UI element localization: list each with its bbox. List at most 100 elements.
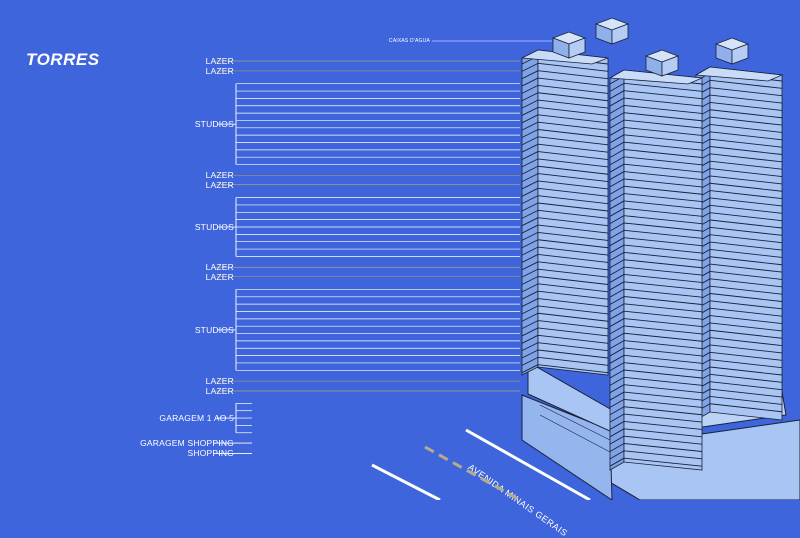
floor-slab [709, 79, 783, 89]
floor-slab [609, 163, 625, 173]
floor-slab [709, 212, 783, 222]
floor-slab [709, 182, 783, 192]
floor-slab [609, 274, 625, 283]
floor-slab [623, 318, 703, 327]
floor-slab [623, 332, 703, 342]
floor-label: LAZER [205, 386, 234, 396]
water-tank [644, 49, 680, 77]
floor-slab [623, 310, 703, 320]
floor-slab [521, 158, 539, 168]
floor-slab [537, 349, 609, 359]
floor-slab [623, 325, 703, 335]
floor-label: LAZER [205, 56, 234, 66]
floor-slab [623, 200, 703, 210]
floor-label: STUDIOS [194, 119, 234, 130]
floor-label: GARAGEM 1 AO 5 [159, 413, 234, 424]
floor-slab [709, 109, 783, 119]
floor-slab [521, 136, 539, 146]
floor-slab [609, 281, 625, 291]
floor-slab [623, 340, 703, 350]
floor-slab [521, 92, 539, 102]
floor-slab [521, 334, 539, 344]
floor-slab [623, 222, 703, 232]
floor-slab [623, 288, 703, 298]
floor-slab [709, 160, 783, 170]
floor-slab [537, 114, 609, 124]
floor-slab [709, 351, 783, 361]
floor-slab [609, 259, 625, 269]
floor-slab [623, 391, 703, 401]
floor-slab [623, 163, 703, 173]
floor-slab [521, 99, 539, 109]
floor-slab [537, 290, 609, 300]
floor-slab [709, 359, 783, 369]
floor-slab [537, 107, 609, 116]
floor-slab [537, 327, 609, 337]
floor-slab [537, 239, 609, 249]
floor-slab [521, 283, 539, 293]
floor-slab [623, 134, 703, 144]
floor-slab [709, 293, 783, 302]
roof [608, 69, 704, 85]
floor-slab [609, 428, 625, 438]
floor-slab [537, 261, 609, 271]
floor-slab [521, 364, 539, 374]
floor-label: LAZER [205, 169, 234, 180]
floor-slab [623, 369, 703, 379]
floor-slab [623, 215, 703, 225]
floor-slab [609, 421, 625, 430]
floor-slab [709, 248, 783, 258]
floor-slab [609, 318, 625, 327]
floor-slab [623, 171, 703, 180]
floor-slab [521, 261, 539, 271]
floor-slab [609, 229, 625, 239]
floor-slab [623, 112, 703, 122]
floor-slab [521, 195, 539, 205]
floor-slab [609, 97, 625, 107]
floor-slab [521, 114, 539, 124]
floor-slab [521, 202, 539, 212]
floor-slab [537, 187, 609, 197]
floor-slab [609, 325, 625, 335]
floor-slab [537, 246, 609, 256]
floor-slab [623, 281, 703, 291]
floor-slab [609, 156, 625, 166]
floor-slab [709, 241, 783, 251]
floor-label: STUDIOS [194, 222, 234, 232]
floor-slab [623, 303, 703, 313]
floor-slab [609, 369, 625, 379]
floor-slab [521, 298, 539, 307]
floor-slab [609, 171, 625, 180]
floor-slab [709, 307, 783, 317]
floor-slab [709, 366, 783, 376]
floor-slab [537, 276, 609, 285]
floor-slab [609, 237, 625, 247]
floor-slab [709, 87, 783, 97]
floor-slab [709, 219, 783, 229]
floor-slab [537, 342, 609, 352]
floor-slab [709, 138, 783, 148]
floor-slab [521, 268, 539, 278]
floor-slab [537, 224, 609, 234]
floor-slab [709, 322, 783, 332]
floor-slab [537, 158, 609, 168]
floor-slab [623, 193, 703, 203]
floor-slab [709, 263, 783, 273]
floor-slab [609, 332, 625, 342]
floor-slab [709, 153, 783, 163]
floor-slab [709, 94, 783, 104]
floor-slab [609, 384, 625, 394]
floor-slab [521, 305, 539, 315]
floor-slab [609, 450, 625, 460]
floor-slab [609, 266, 625, 276]
floor-label: LAZER [205, 375, 234, 386]
floor-slab [709, 234, 783, 244]
floor-slab [609, 185, 625, 195]
floor-slab [623, 398, 703, 408]
leader-lines [214, 60, 520, 454]
floor-slab [623, 178, 703, 188]
floor-slab [537, 62, 609, 72]
floor-slab [623, 156, 703, 166]
floor-slab [609, 443, 625, 452]
floor-slab [609, 215, 625, 225]
